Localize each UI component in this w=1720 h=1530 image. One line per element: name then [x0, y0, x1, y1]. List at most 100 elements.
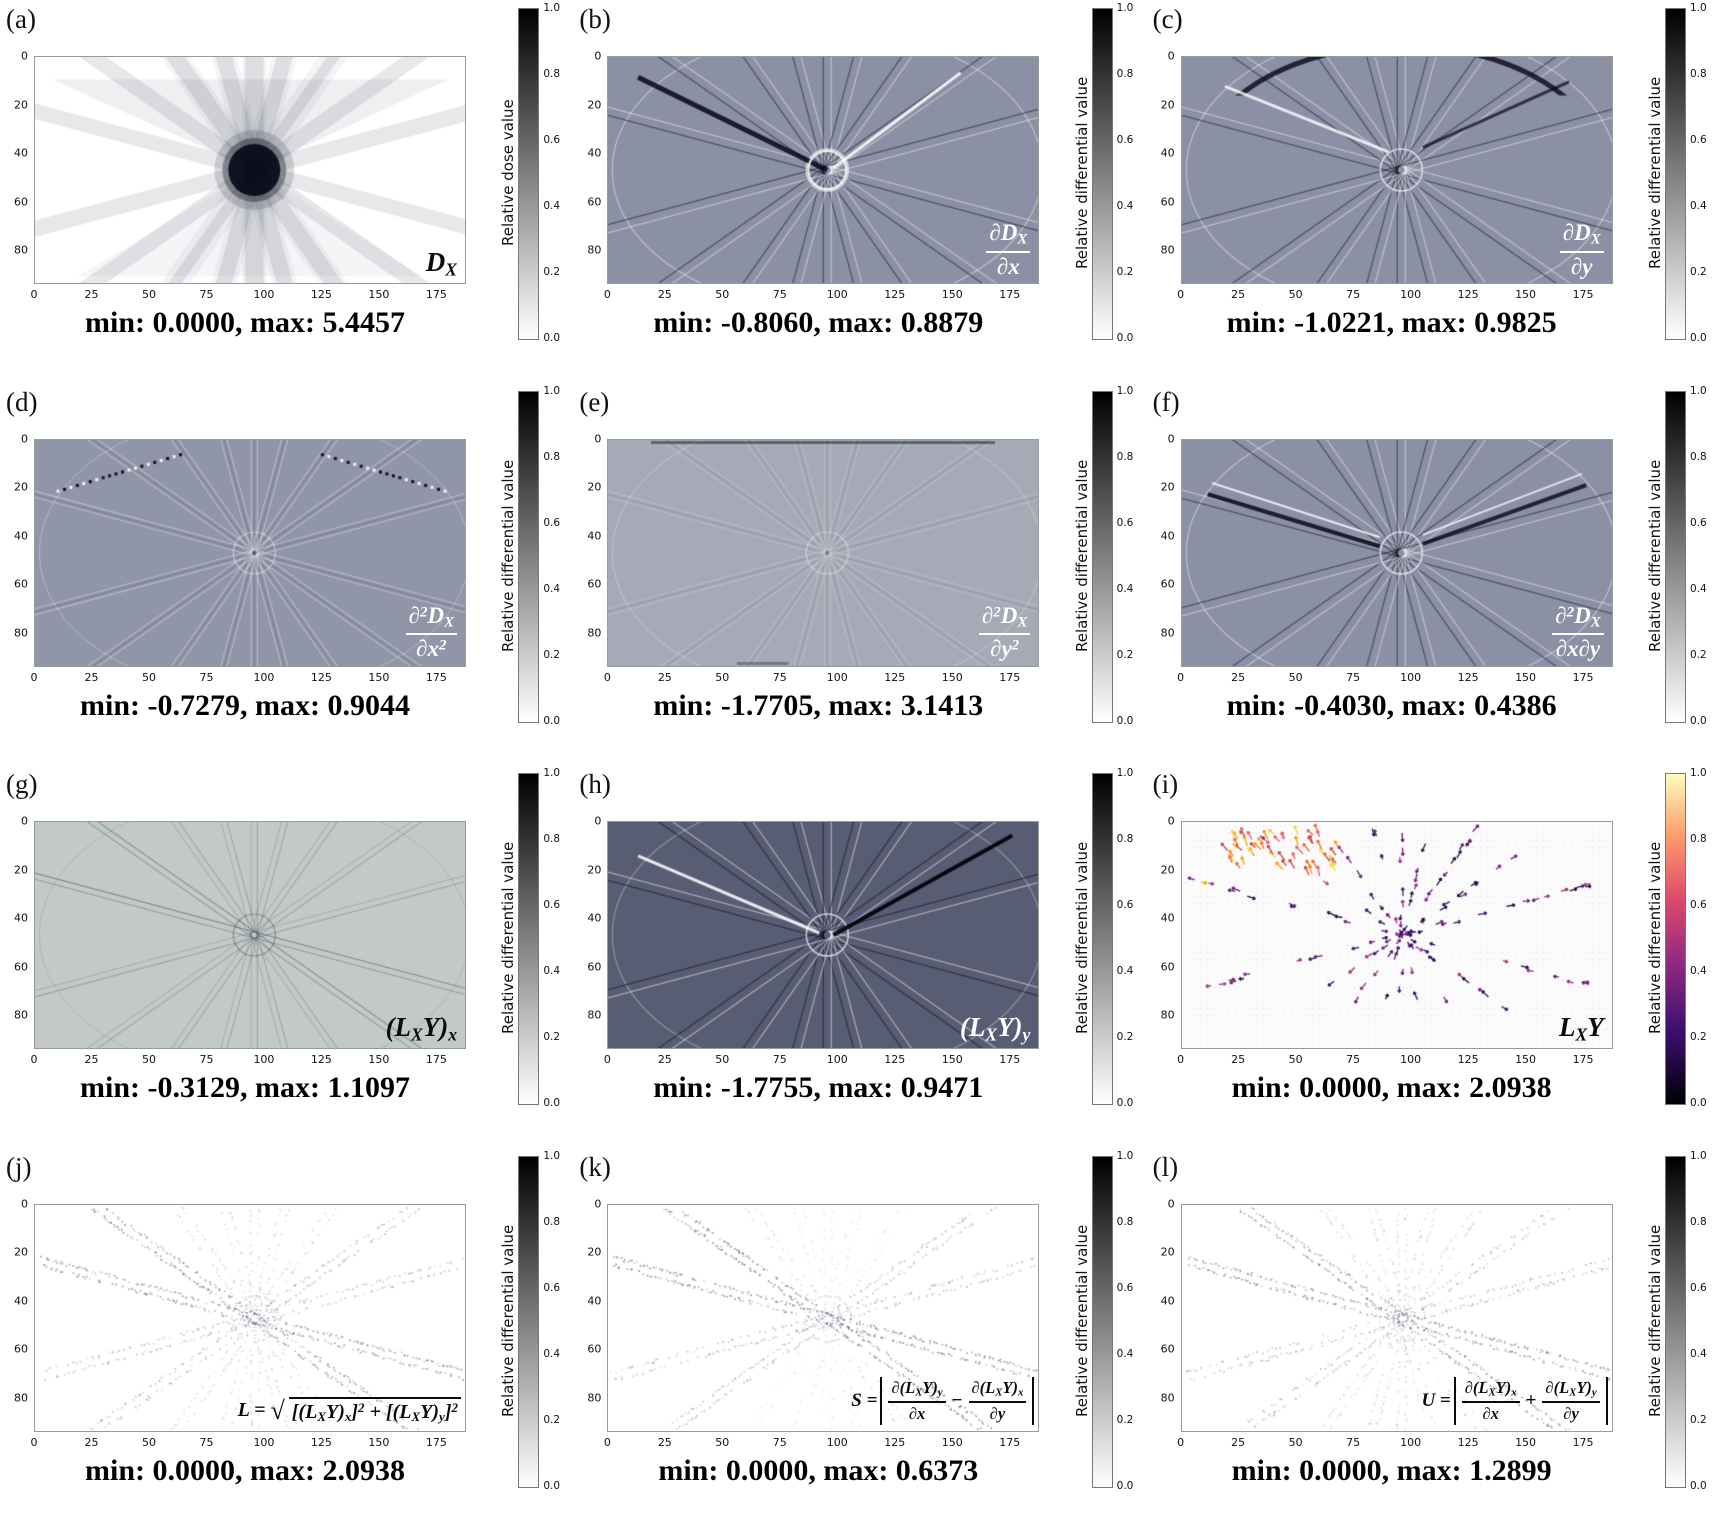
fraction-denominator: ∂x [908, 1404, 926, 1424]
colorbar-tick-label: 0.8 [1116, 833, 1134, 845]
colorbar-label: Relative differential value [1645, 1224, 1664, 1417]
x-tick-label: 150 [1515, 1435, 1537, 1449]
heatmap-canvas [35, 822, 465, 1048]
colorbar [1091, 773, 1113, 1105]
plot-formula: (LXY)y [960, 1013, 1030, 1044]
heatmap-plot: S = ∂(LXY)y ∂x − ∂(LXY)x ∂y [607, 1203, 1040, 1432]
y-tick-label: 0 [594, 432, 602, 445]
colorbar [518, 1155, 540, 1488]
colorbar-tick-label: 0.0 [1116, 1097, 1134, 1109]
y-tick-label: 20 [14, 480, 28, 494]
colorbar-tick-labels: 1.0 0.8 0.6 0.4 0.2 0.0 [1688, 2, 1714, 344]
y-tick-label: 40 [14, 911, 28, 925]
y-tick-label: 60 [587, 577, 602, 591]
y-tick-label: 40 [587, 146, 602, 160]
colorbar-tick-label: 0.6 [1116, 134, 1134, 146]
colorbar [518, 773, 540, 1105]
heatmap-canvas [1181, 439, 1612, 666]
min-max-text: min: -0.7279, max: 0.9044 [80, 688, 410, 722]
y-axis-tick-labels: 0 20 40 60 80 [2, 50, 30, 282]
heatmap-plot: L = √ [(LXY)x]2 + [(LXY)y]2 [34, 1203, 466, 1432]
colorbar-tick-label: 1.0 [1116, 767, 1134, 779]
min-max-text: min: -0.4030, max: 0.4386 [1226, 688, 1557, 722]
colorbar-tick-label: 0.0 [1116, 714, 1134, 727]
colorbar-tick-label: 0.8 [1689, 833, 1707, 845]
panel-h: (h) 0 20 40 60 80 (LXY)y 0 25 50 75 100 125 150 175… [573, 765, 1146, 1148]
plot-formula: LXY [1559, 1013, 1604, 1044]
colorbar-tick-label: 0.0 [1116, 332, 1134, 344]
y-tick-label: 20 [587, 480, 602, 494]
fraction: ∂DX ∂y [1559, 221, 1604, 279]
y-tick-label: 20 [14, 863, 28, 877]
y-tick-label: 0 [1167, 814, 1175, 828]
x-tick-label: 100 [253, 1053, 275, 1066]
x-tick-label: 125 [1457, 1053, 1479, 1066]
operator: − [951, 1389, 963, 1411]
heatmap-plot: (LXY)x [34, 821, 466, 1049]
x-tick-label: 50 [715, 1435, 730, 1449]
colorbar-tick-labels: 1.0 0.8 0.6 0.4 0.2 0.0 [541, 2, 567, 344]
y-tick-label: 40 [14, 529, 28, 543]
x-tick-label: 0 [1177, 1435, 1185, 1449]
x-axis-tick-labels: 0 25 50 75 100 125 150 175 [604, 1053, 1037, 1067]
y-tick-label: 40 [1160, 529, 1175, 543]
x-tick-label: 0 [1177, 670, 1185, 684]
x-tick-label: 150 [941, 670, 963, 684]
colorbar-tick-label: 0.2 [1689, 1031, 1707, 1043]
plot-formula: U = ∂(LXY)x ∂x + ∂(LXY)y ∂y [1421, 1377, 1608, 1425]
x-tick-label: 125 [310, 1435, 332, 1449]
fraction: ∂(LXY)x ∂y [968, 1379, 1027, 1422]
colorbar-tick-label: 0.4 [543, 1347, 561, 1360]
y-tick-label: 60 [1160, 1342, 1175, 1356]
colorbar [1664, 773, 1686, 1105]
y-tick-label: 80 [1160, 1391, 1175, 1405]
panel-e: (e) 0 20 40 60 80 ∂2DX ∂y2 0 25 50 75 100 125 150 1… [573, 383, 1146, 766]
x-tick-label: 25 [657, 288, 672, 301]
x-tick-label: 175 [425, 1435, 447, 1449]
x-tick-label: 25 [657, 1053, 672, 1066]
colorbar-tick-label: 0.6 [1689, 134, 1707, 146]
colorbar-tick-label: 0.0 [1689, 1097, 1707, 1109]
panel-d: (d) 0 20 40 60 80 ∂2DX ∂x2 0 25 50 75 100 125 150 1… [0, 383, 573, 766]
y-tick-label: 0 [594, 1197, 602, 1210]
y-tick-label: 80 [1160, 243, 1175, 257]
colorbar-tick-label: 0.2 [1689, 648, 1707, 661]
y-tick-label: 80 [587, 1391, 602, 1405]
x-tick-label: 175 [1572, 1053, 1594, 1066]
fraction: ∂2DX ∂x2 [405, 603, 457, 662]
colorbar-tick-label: 0.4 [1116, 200, 1134, 212]
panel-letter: (e) [579, 386, 610, 417]
colorbar-label: Relative differential value [1645, 459, 1664, 652]
y-tick-label: 0 [594, 814, 602, 828]
colorbar-tick-label: 1.0 [1689, 384, 1707, 397]
x-tick-label: 75 [199, 1053, 214, 1066]
y-axis-tick-labels: 0 20 40 60 80 [1149, 815, 1177, 1047]
colorbar-label: Relative differential value [1645, 841, 1664, 1035]
fraction-numerator: ∂(LXY)x [1461, 1379, 1520, 1404]
colorbar-tick-label: 0.2 [543, 266, 561, 278]
x-tick-label: 75 [772, 288, 787, 301]
y-tick-label: 0 [21, 49, 28, 63]
colorbar-tick-label: 0.0 [543, 1097, 561, 1109]
colorbar-tick-label: 0.0 [1116, 1479, 1134, 1492]
fraction-denominator: ∂x2 [416, 636, 447, 662]
panel-letter: (l) [1152, 1151, 1179, 1182]
heatmap-plot: ∂DX ∂x [607, 56, 1040, 284]
colorbar-label: Relative differential value [1072, 841, 1091, 1035]
y-tick-label: 60 [14, 577, 28, 591]
fraction: ∂DX ∂x [986, 221, 1031, 279]
x-axis-tick-labels: 0 25 50 75 100 125 150 175 [1177, 671, 1611, 685]
colorbar-tick-label: 0.2 [1116, 266, 1134, 278]
x-tick-label: 25 [1231, 1435, 1246, 1449]
y-tick-label: 40 [1160, 1294, 1175, 1308]
quiver-canvas [1181, 822, 1612, 1048]
colorbar-tick-label: 1.0 [1689, 767, 1707, 779]
panel-k: (k) 0 20 40 60 80 S = ∂(LXY)y ∂x − ∂(LXY)x ∂… [573, 1148, 1146, 1530]
y-tick-label: 80 [1160, 1008, 1175, 1022]
panel-letter: (a) [6, 4, 36, 34]
y-axis-tick-labels: 0 20 40 60 80 [2, 1197, 30, 1430]
x-tick-label: 75 [199, 1435, 214, 1449]
y-axis-tick-labels: 0 20 40 60 80 [575, 815, 603, 1047]
fraction-denominator: ∂y [1563, 1404, 1579, 1424]
